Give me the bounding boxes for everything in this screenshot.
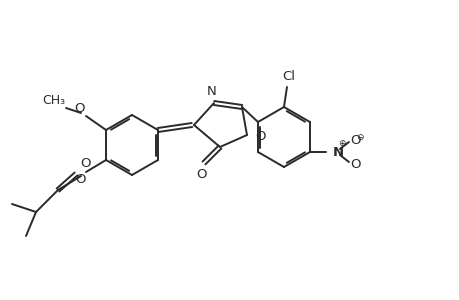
Text: ⊕: ⊕ <box>337 140 345 148</box>
Text: O: O <box>75 173 86 186</box>
Text: O: O <box>349 158 360 170</box>
Text: O: O <box>196 168 207 181</box>
Text: CH₃: CH₃ <box>42 94 65 107</box>
Text: N: N <box>332 146 343 158</box>
Text: O: O <box>254 130 265 143</box>
Text: O: O <box>349 134 360 146</box>
Text: N: N <box>207 85 216 98</box>
Text: ⊖: ⊖ <box>355 134 363 142</box>
Text: O: O <box>74 102 85 115</box>
Text: Cl: Cl <box>282 70 295 83</box>
Text: O: O <box>80 157 90 170</box>
